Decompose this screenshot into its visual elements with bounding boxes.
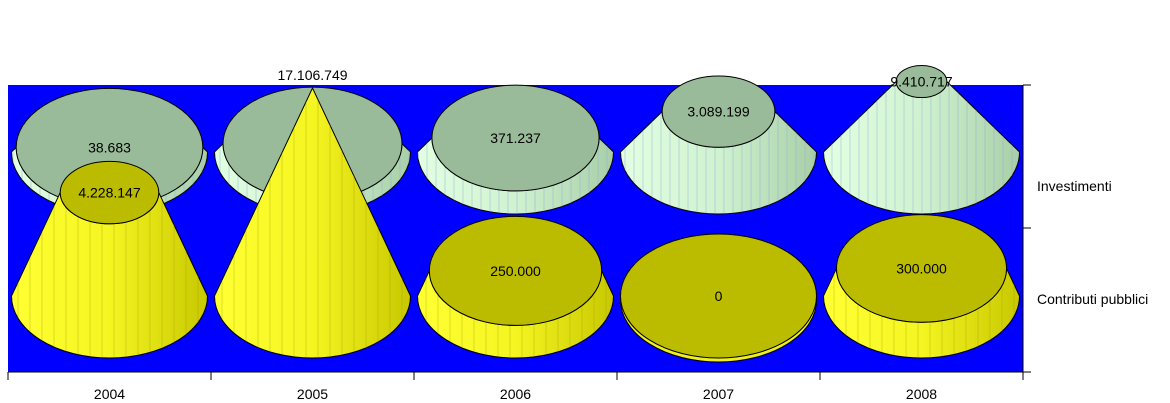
cone-contributi-0: 0 (620, 233, 817, 363)
cone-contributi-250.000: 250.000 (416, 215, 615, 359)
row-label-contributi: Contributi pubblici (1037, 291, 1148, 307)
value-label: 17.106.749 (277, 67, 347, 83)
value-label: 3.089.199 (687, 104, 749, 120)
cone-side-stripes (417, 138, 614, 214)
cone-side-stripes (11, 192, 208, 358)
cone-side-stripes (823, 268, 1020, 358)
value-label: 371.237 (490, 130, 541, 146)
row-label-investimenti: Investimenti (1037, 178, 1112, 194)
series-contributi-pubblici: 4.228.147 17.106.749 250.000 0 300.000 (10, 67, 1021, 363)
cone-side-stripes (214, 88, 411, 358)
cone-investimenti-9.410.717: 9.410.717 (822, 65, 1021, 215)
category-label-2005: 2005 (297, 386, 328, 402)
cone-investimenti-3.089.199: 3.089.199 (619, 75, 818, 215)
cone-top (895, 65, 948, 99)
category-label-2006: 2006 (500, 386, 531, 402)
value-label: 9.410.717 (890, 74, 952, 90)
cone-investimenti-38.683: 38.683 (10, 87, 209, 215)
cone-top (428, 215, 603, 326)
cone-top (59, 160, 160, 225)
cone-contributi-4.228.147: 4.228.147 (10, 160, 209, 359)
depth-axis: Investimenti Contributi pubblici (1022, 84, 1148, 373)
value-label: 38.683 (88, 139, 131, 155)
cone-top (835, 214, 1008, 323)
cone-side-stripes (823, 81, 1020, 214)
value-label: 300.000 (896, 260, 947, 276)
cone-top (431, 84, 600, 192)
cone-side-stripes (417, 270, 614, 358)
category-label-2007: 2007 (703, 386, 734, 402)
value-label: 0 (715, 288, 723, 304)
cone-side-stripes (620, 111, 817, 214)
category-label-2004: 2004 (94, 386, 125, 402)
cone-contributi-300.000: 300.000 (822, 214, 1021, 359)
cone-investimenti-371.237: 371.237 (416, 84, 615, 215)
category-labels: 2004 2005 2006 2007 2008 (7, 372, 1024, 402)
cone-contributi-17.106.749: 17.106.749 (213, 67, 412, 359)
value-label: 250.000 (490, 263, 541, 279)
disk-top (620, 233, 817, 359)
category-label-2008: 2008 (906, 386, 937, 402)
cone-top (661, 75, 776, 148)
value-label: 4.228.147 (78, 185, 140, 201)
